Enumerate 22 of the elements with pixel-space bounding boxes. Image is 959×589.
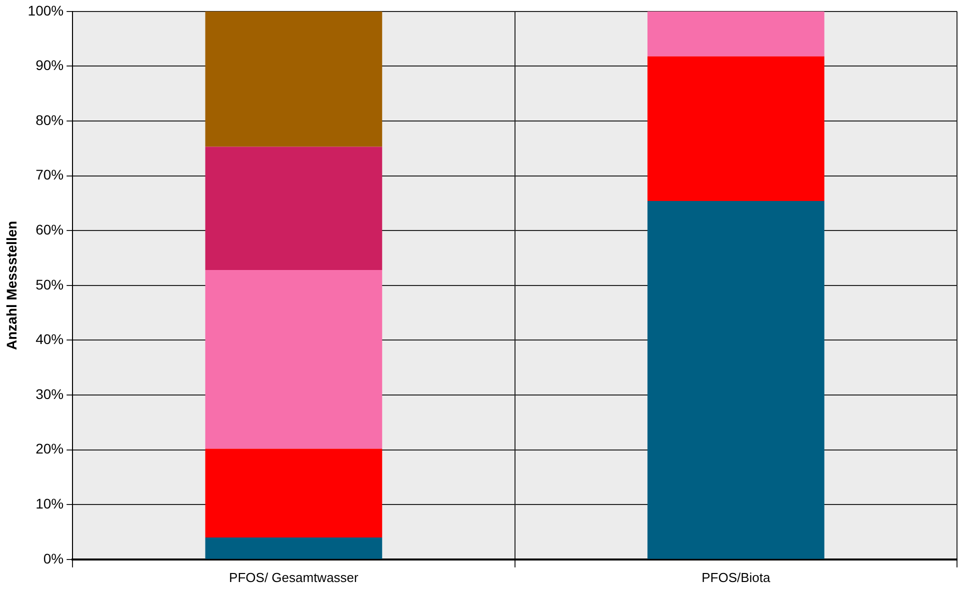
x-tick-label: PFOS/Biota	[702, 570, 771, 585]
y-tick-label: 30%	[36, 386, 64, 402]
y-tick-label: 10%	[36, 495, 64, 512]
y-axis-title: Anzahl Messstellen	[3, 220, 20, 350]
y-tick-label: 100%	[28, 2, 64, 18]
x-tick-label: PFOS/ Gesamtwasser	[229, 570, 360, 585]
y-tick-label: 60%	[36, 221, 64, 238]
bar	[205, 146, 382, 270]
y-tick-label: 70%	[36, 166, 64, 183]
y-tick-label: 0%	[43, 550, 64, 566]
bar	[205, 11, 382, 147]
bar	[205, 270, 382, 449]
bar	[205, 448, 382, 538]
y-tick-label: 20%	[36, 440, 64, 457]
y-tick-label: 50%	[36, 276, 64, 292]
y-tick-label: 80%	[36, 112, 64, 128]
y-tick-label: 40%	[36, 331, 64, 348]
bar	[205, 537, 382, 559]
bar	[647, 11, 824, 56]
bar	[647, 56, 824, 202]
bar	[647, 201, 824, 559]
y-tick-label: 90%	[36, 57, 64, 74]
